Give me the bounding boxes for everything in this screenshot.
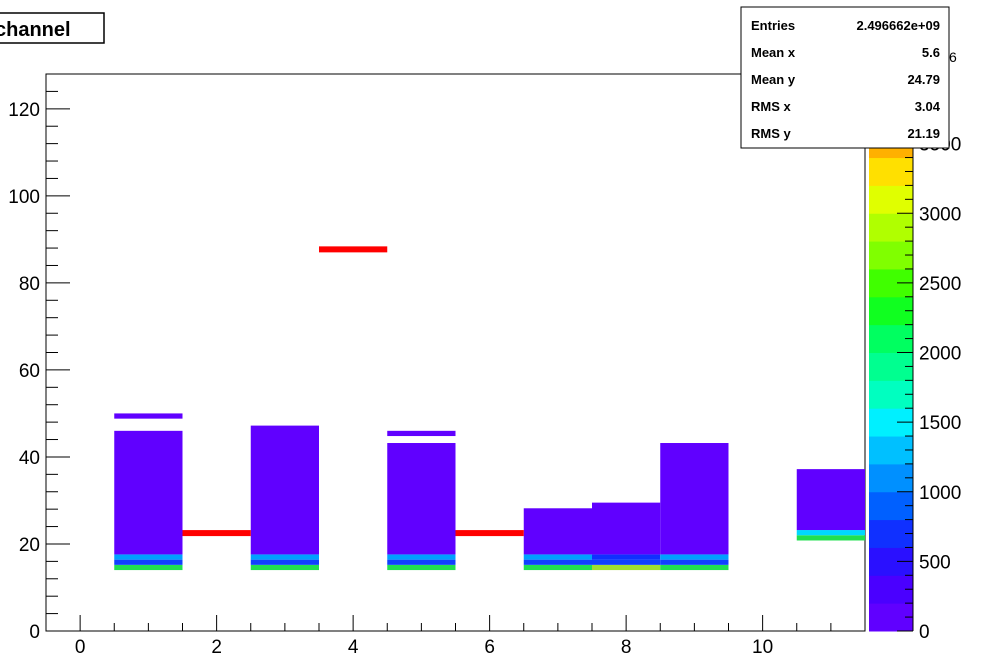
heatmap-cell xyxy=(592,502,661,555)
heatmap-cell xyxy=(592,554,661,560)
heatmap-cell xyxy=(660,443,729,555)
heatmap-cell xyxy=(387,443,456,555)
stats-value: 21.19 xyxy=(907,126,940,141)
title-box-border xyxy=(0,12,105,44)
stats-label: RMS y xyxy=(751,126,792,141)
heatmap-cell xyxy=(660,564,729,571)
y-tick-label: 60 xyxy=(19,361,40,382)
red-marker xyxy=(182,530,251,537)
heatmap-cell xyxy=(523,508,592,555)
x-tick-label: 0 xyxy=(75,637,86,657)
heatmap-cell xyxy=(387,430,456,437)
y-tick-label: 80 xyxy=(19,274,40,295)
red-marker xyxy=(455,530,524,537)
heatmap-cell xyxy=(660,554,729,560)
red-marker xyxy=(319,246,388,253)
heatmap-cell xyxy=(114,430,183,555)
heatmap-cell xyxy=(387,554,456,560)
heatmap-cell xyxy=(387,564,456,571)
stats-value: 24.79 xyxy=(907,72,940,87)
x-tick-label: 10 xyxy=(752,637,773,657)
heatmap-cell xyxy=(523,564,592,571)
y-tick-label: 120 xyxy=(8,100,40,121)
stats-value: 3.04 xyxy=(915,99,941,114)
heatmap-cell xyxy=(592,559,661,565)
y-tick-label: 20 xyxy=(19,535,40,556)
palette-tick-label: 2000 xyxy=(919,344,961,365)
x-tick-label: 4 xyxy=(348,637,359,657)
chart-title: channel xyxy=(0,19,71,41)
stats-label: Entries xyxy=(751,18,795,33)
heatmap-cell xyxy=(387,559,456,565)
heatmap-cell xyxy=(523,554,592,560)
heatmap-cell xyxy=(660,559,729,565)
color-palette: 0500100015002000250030003500006 xyxy=(869,49,961,643)
heatmap-cells xyxy=(114,413,865,571)
y-tick-label: 100 xyxy=(8,187,40,208)
red-markers xyxy=(182,246,524,537)
palette-tick-label: 500 xyxy=(919,552,951,573)
heatmap-cell xyxy=(114,554,183,560)
palette-tick-label: 1000 xyxy=(919,483,961,504)
heatmap-cell xyxy=(592,564,661,571)
y-tick-label: 0 xyxy=(29,622,40,643)
x-tick-label: 6 xyxy=(484,637,495,657)
heatmap-cell xyxy=(250,425,319,555)
palette-exponent-label: 6 xyxy=(949,49,957,65)
x-tick-label: 8 xyxy=(621,637,632,657)
stats-label: RMS x xyxy=(751,99,792,114)
heatmap-cell xyxy=(114,559,183,565)
heatmap-cell xyxy=(250,559,319,565)
palette-tick-label: 2500 xyxy=(919,274,961,295)
heatmap-cell xyxy=(796,469,865,531)
y-tick-label: 40 xyxy=(19,448,40,469)
stats-label: Mean y xyxy=(751,72,796,87)
palette-tick-label: 3000 xyxy=(919,204,961,225)
title-box: channel xyxy=(0,12,105,44)
stats-value: 5.6 xyxy=(922,45,940,60)
stats-label: Mean x xyxy=(751,45,796,60)
palette-tick-label: 0 xyxy=(919,622,930,643)
heatmap-cell xyxy=(250,554,319,560)
heatmap-cell xyxy=(114,564,183,571)
palette-tick-label: 1500 xyxy=(919,413,961,434)
stats-box-border xyxy=(740,6,950,149)
heatmap-cell xyxy=(250,564,319,571)
stats-value: 2.496662e+09 xyxy=(856,18,940,33)
heatmap-cell xyxy=(796,535,865,541)
stats-box: Entries 2.496662e+09 Mean x 5.6 Mean y 24.79 R… xyxy=(740,6,950,149)
heatmap-cell xyxy=(796,530,865,536)
heatmap-cell xyxy=(523,559,592,565)
x-tick-label: 2 xyxy=(211,637,222,657)
heatmap-cell xyxy=(114,413,183,419)
